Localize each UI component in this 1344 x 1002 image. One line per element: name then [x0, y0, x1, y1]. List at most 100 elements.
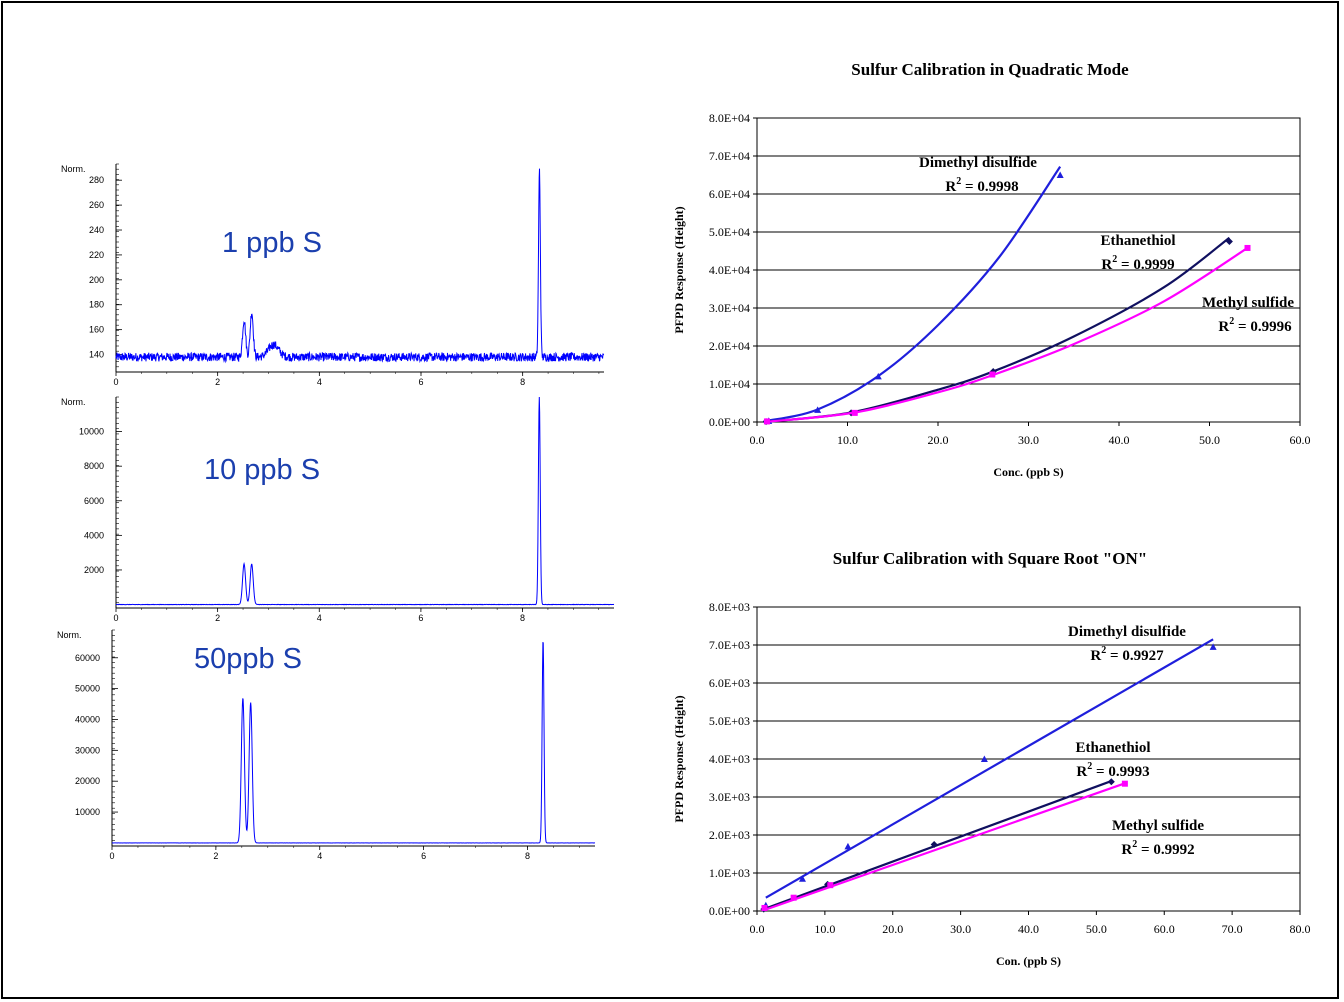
chromatogram-y-tick-label: 2000	[84, 565, 104, 575]
chromatogram-x-tick-label: 0	[109, 851, 114, 861]
chart-r2-label: R2 = 0.9996	[1218, 316, 1292, 335]
chart-x-tick-label: 0.0	[750, 922, 765, 936]
chromatogram-y-tick-label: 220	[89, 250, 104, 260]
chromatogram-x-tick-label: 8	[520, 377, 525, 387]
chromatogram-sample-label: 10 ppb S	[204, 454, 320, 486]
chromatogram-y-tick-label: 160	[89, 325, 104, 335]
chart-r2-label: R2 = 0.9993	[1076, 761, 1149, 780]
chart-y-tick-label: 3.0E+04	[709, 301, 750, 315]
chromatogram-sample-label: 1 ppb S	[222, 227, 322, 259]
chart-y-tick-label: 0.0E+00	[709, 904, 750, 918]
chart-x-tick-label: 10.0	[814, 922, 835, 936]
chart-y-tick-label: 4.0E+04	[709, 263, 750, 277]
chart-y-tick-label: 1.0E+04	[709, 377, 750, 391]
chromatogram-x-tick-label: 4	[317, 851, 322, 861]
chart-data-point	[798, 875, 806, 882]
chart-x-axis-label: Conc. (ppb S)	[993, 465, 1063, 479]
chart-series-methyl-sulfide: Methyl sulfide R2 = 0.9992	[761, 780, 1204, 912]
chart-x-tick-label: 30.0	[950, 922, 971, 936]
chart-data-point	[790, 894, 797, 901]
chromatogram-trace	[115, 168, 605, 364]
chromatogram-x-tick-label: 4	[317, 377, 322, 387]
chart-fit-line	[763, 782, 1126, 912]
chromatogram-x-tick-label: 4	[317, 613, 322, 623]
chromatogram-x-tick-label: 6	[421, 851, 426, 861]
chromatogram-panel-2: 2000 4000 6000 8000 10000 0 2 4 6 8 Norm. 10 ppb S	[61, 396, 615, 623]
chromatogram-x-tick-label: 0	[113, 613, 118, 623]
calibration-chart-sqrt: Sulfur Calibration with Square Root "ON"…	[672, 549, 1311, 968]
chromatogram-y-tick-label: 50000	[75, 684, 100, 694]
chart-y-tick-label: 2.0E+04	[709, 339, 750, 353]
chart-x-tick-label: 50.0	[1086, 922, 1107, 936]
chart-y-tick-label: 8.0E+03	[709, 600, 750, 614]
chromatogram-x-tick-label: 0	[113, 377, 118, 387]
chart-y-tick-label: 0.0E+00	[709, 415, 750, 429]
chart-y-axis-label: PFPD Response (Height)	[672, 695, 686, 822]
chromatogram-y-label: Norm.	[61, 164, 86, 174]
chromatogram-y-tick-label: 240	[89, 225, 104, 235]
chart-data-point	[851, 409, 858, 416]
chart-plot-area	[756, 117, 1301, 423]
chart-series-ethanethiol: Ethanethiol R2 = 0.9993	[760, 740, 1151, 913]
chart-series-dimethyl-disulfide: Dimethyl disulfide R2 = 0.9927	[762, 624, 1217, 909]
chromatogram-x-tick-label: 8	[525, 851, 530, 861]
chromatogram-x-tick-label: 2	[215, 377, 220, 387]
chart-title: Sulfur Calibration with Square Root "ON"	[833, 549, 1147, 568]
chromatogram-y-tick-label: 180	[89, 300, 104, 310]
chart-data-point	[814, 406, 822, 413]
chart-x-tick-label: 40.0	[1109, 433, 1130, 447]
chart-series-label: Ethanethiol	[1075, 740, 1150, 756]
chart-series-label: Dimethyl disulfide	[919, 155, 1037, 171]
chart-series-methyl-sulfide: Methyl sulfide R2 = 0.9996	[763, 244, 1294, 425]
chart-x-tick-label: 30.0	[1018, 433, 1039, 447]
chromatogram-trace	[111, 642, 596, 844]
chart-series-label: Dimethyl disulfide	[1068, 624, 1186, 640]
chart-series-dimethyl-disulfide: Dimethyl disulfide R2 = 0.9998	[765, 155, 1064, 424]
chart-y-tick-label: 6.0E+03	[709, 676, 750, 690]
chromatogram-y-label: Norm.	[61, 397, 86, 407]
chart-data-point	[930, 841, 938, 848]
chart-y-tick-label: 5.0E+03	[709, 714, 750, 728]
chart-x-tick-label: 40.0	[1018, 922, 1039, 936]
chromatogram-y-tick-label: 30000	[75, 745, 100, 755]
chart-data-point	[1107, 778, 1115, 786]
chart-x-tick-label: 60.0	[1290, 433, 1311, 447]
calibration-chart-quadratic: Sulfur Calibration in Quadratic Mode0.0E…	[672, 60, 1311, 479]
chart-series-label: Ethanethiol	[1100, 233, 1175, 249]
chart-x-tick-label: 0.0	[750, 433, 765, 447]
chart-data-point	[761, 904, 768, 911]
chart-y-tick-label: 6.0E+04	[709, 187, 750, 201]
chromatogram-y-tick-label: 20000	[75, 776, 100, 786]
chromatogram-x-tick-label: 6	[418, 613, 423, 623]
chart-series-label: Methyl sulfide	[1202, 295, 1294, 311]
chart-r2-label: R2 = 0.9998	[945, 176, 1018, 195]
chart-x-tick-label: 20.0	[882, 922, 903, 936]
chromatogram-x-tick-label: 2	[213, 851, 218, 861]
chart-data-point	[1056, 171, 1064, 178]
chromatogram-panel-3: 10000 20000 30000 40000 50000 60000 0 2 4 6 8 Norm.…	[57, 629, 596, 861]
chromatogram-panel-1: 140 160 180 200 220 240 260 280 0 2 4 6 8 Norm. 1 ppb …	[61, 163, 605, 387]
chart-data-point	[1121, 780, 1128, 787]
chart-data-point	[980, 755, 988, 762]
chromatogram-y-tick-label: 4000	[84, 530, 104, 540]
chart-data-point	[1244, 244, 1251, 251]
chart-r2-label: R2 = 0.9999	[1101, 254, 1174, 273]
chromatogram-y-tick-label: 10000	[79, 427, 104, 437]
chromatogram-y-tick-label: 40000	[75, 714, 100, 724]
chromatogram-y-tick-label: 140	[89, 350, 104, 360]
chart-data-point	[874, 372, 882, 380]
chart-series-ethanethiol: Ethanethiol R2 = 0.9999	[762, 233, 1233, 426]
chart-fit-line	[765, 247, 1249, 423]
chromatogram-x-tick-label: 6	[418, 377, 423, 387]
chromatogram-x-tick-label: 2	[215, 613, 220, 623]
chromatogram-y-tick-label: 260	[89, 200, 104, 210]
chart-x-tick-label: 50.0	[1199, 433, 1220, 447]
chromatogram-sample-label: 50ppb S	[194, 643, 302, 675]
chart-data-point	[989, 371, 996, 378]
chromatogram-y-label: Norm.	[57, 630, 82, 640]
chart-x-tick-label: 20.0	[928, 433, 949, 447]
chart-y-tick-label: 3.0E+03	[709, 790, 750, 804]
